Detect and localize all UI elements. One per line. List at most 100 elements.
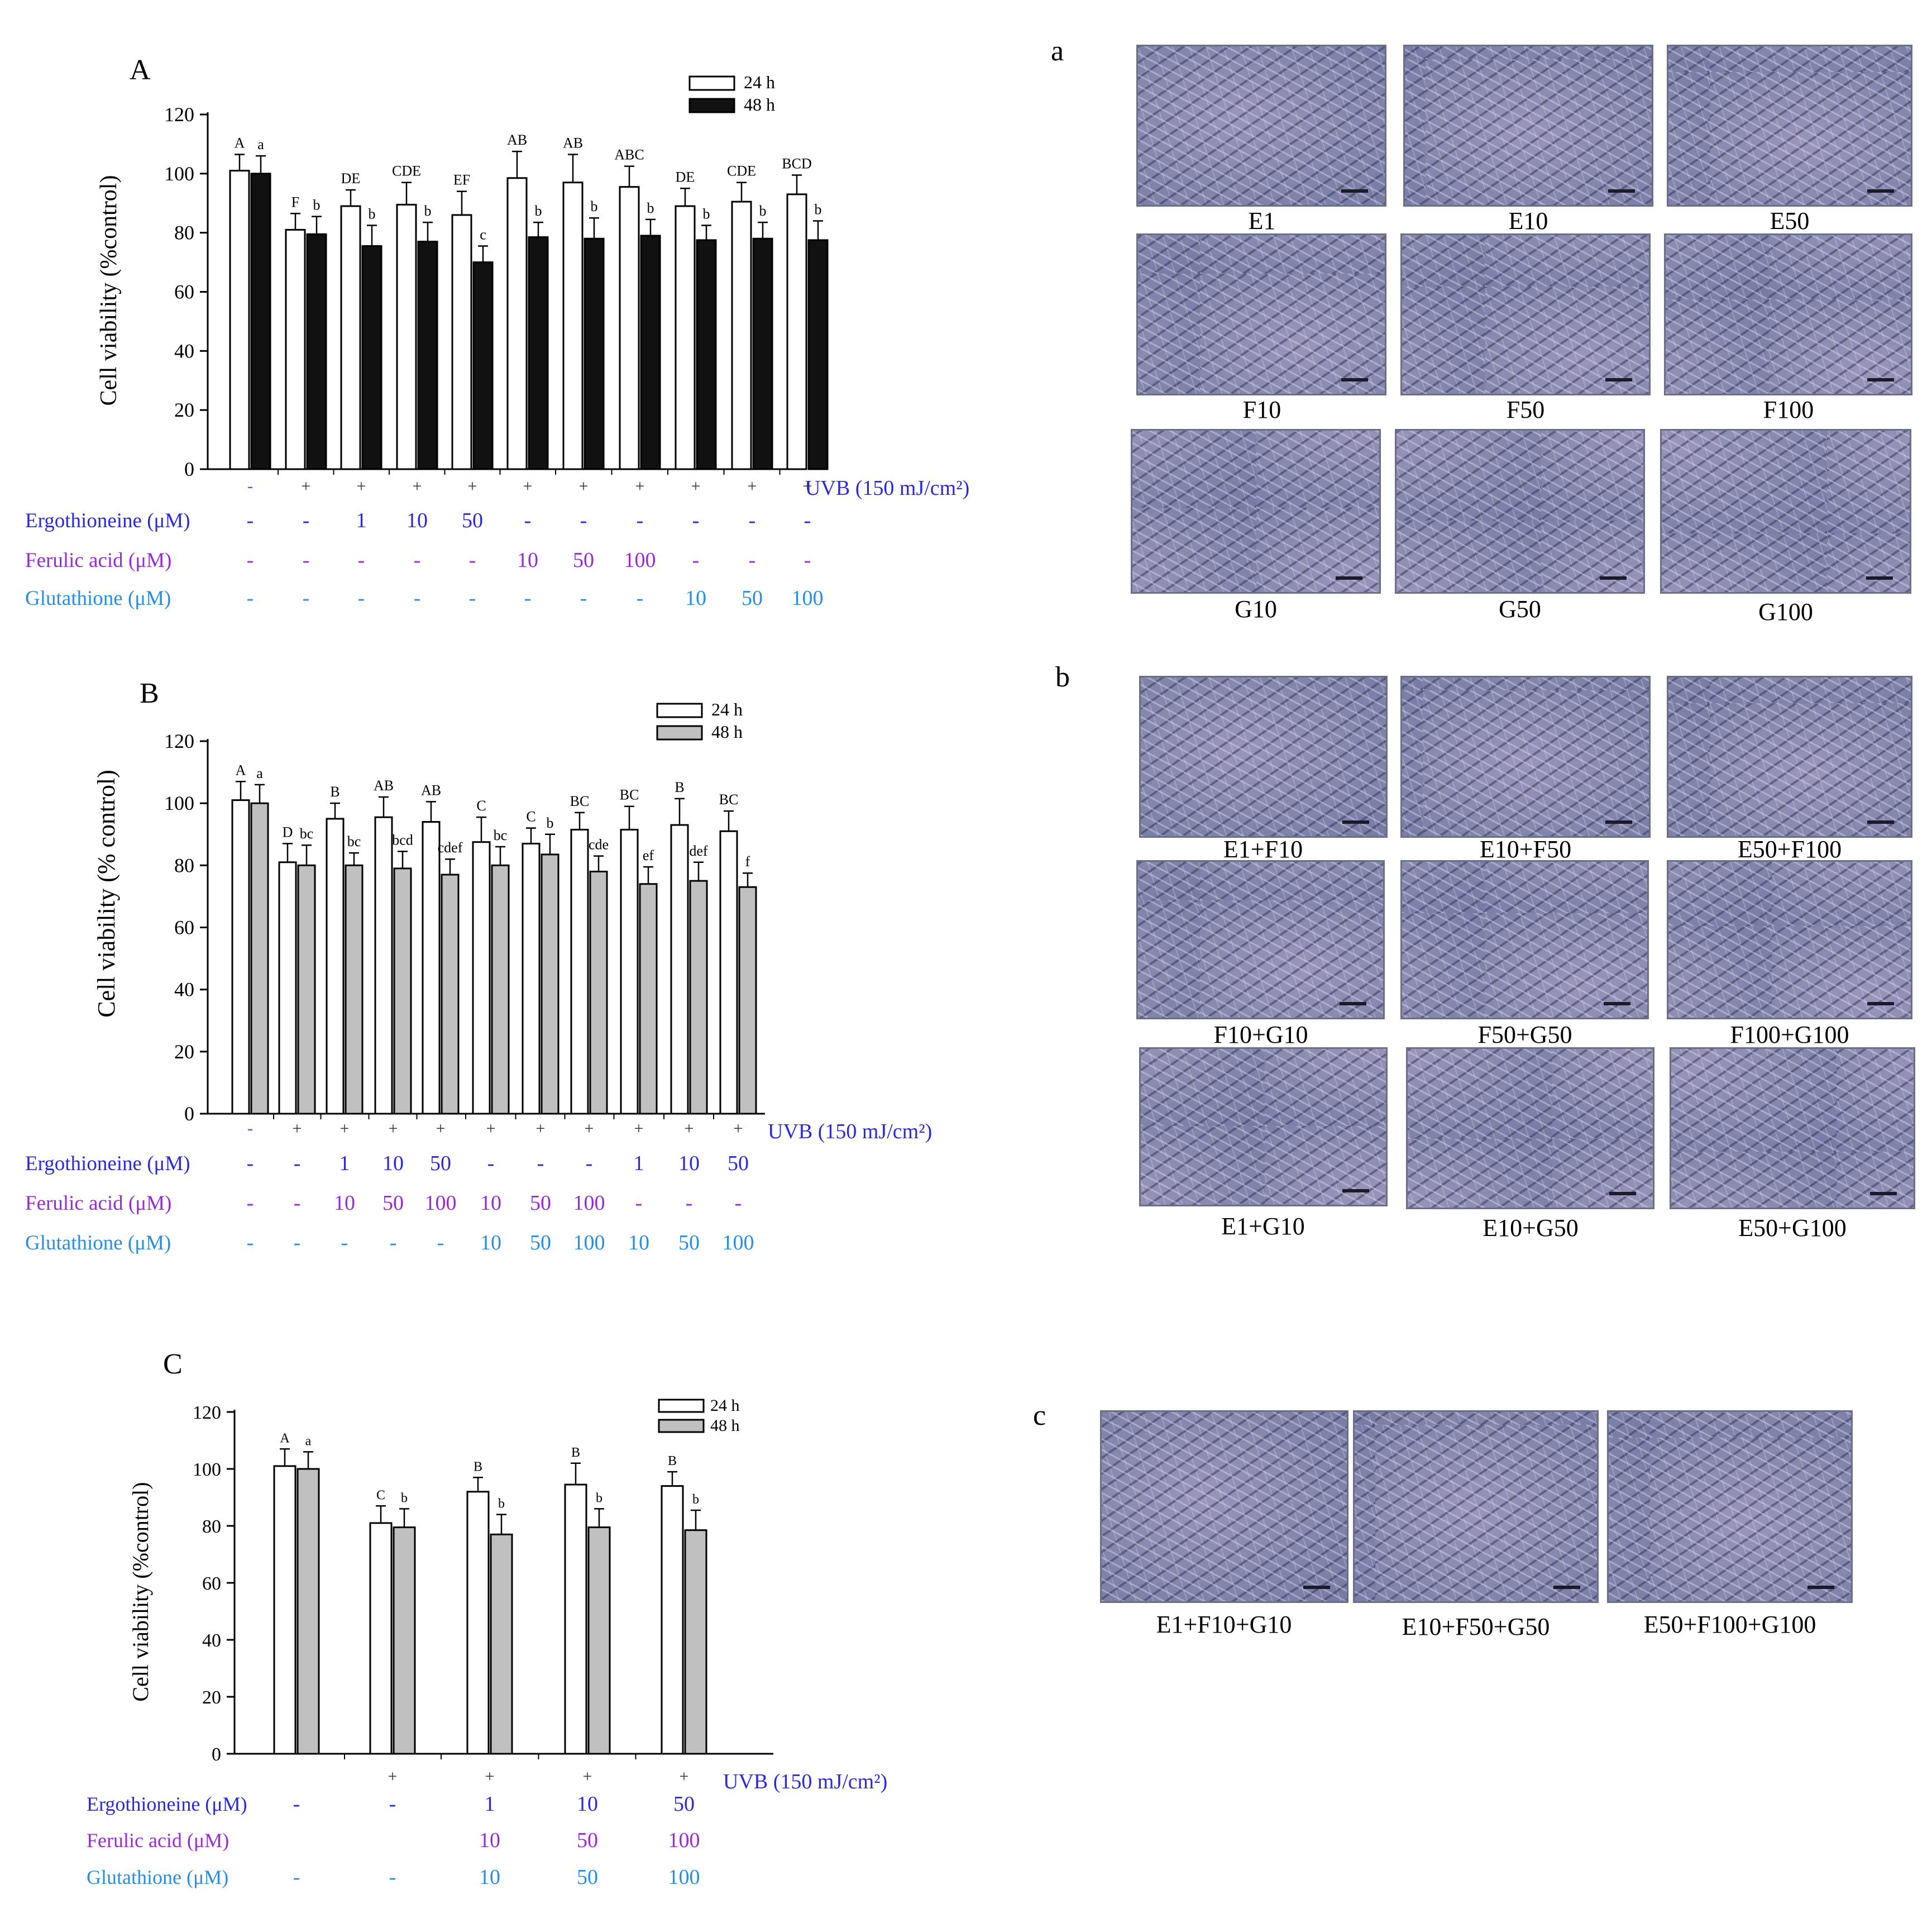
chart-c-treatment-rows: + + + + Ergothioneine (μM) - - 1 10 50 Ferulic aci…	[87, 1767, 700, 1889]
treatment-cell: -	[247, 586, 254, 610]
treatment-cell: 10	[480, 1191, 501, 1215]
micrograph-label: F50	[1506, 396, 1545, 423]
chart-a: A Cell viability (%control) 24 h 48 h 0 2…	[0, 0, 1061, 642]
bar-48h	[640, 235, 661, 470]
legend-swatch-48h	[688, 98, 735, 113]
treatment-cell: -	[303, 548, 310, 572]
treatment-cell: 100	[573, 1231, 605, 1254]
treatment-cell: -	[635, 1191, 643, 1215]
significance-letter: def	[689, 843, 708, 859]
treatment-cell: 50	[530, 1231, 551, 1254]
significance-letter: BC	[719, 791, 739, 808]
treatment-cell: 100	[624, 548, 656, 572]
chart-b-plot: 0 20 40 60 80 100 120 A D B AB AB C C BC BC B BC a bc bc bcd c…	[164, 730, 765, 1125]
significance-letter: b	[401, 1491, 408, 1505]
treatment-cell: -	[749, 548, 756, 572]
micrograph-image	[1607, 1410, 1853, 1603]
micrograph-image	[1131, 429, 1381, 594]
bar-48h	[345, 864, 364, 1115]
significance-letter: F	[291, 194, 299, 210]
treatment-cell: -	[537, 1152, 544, 1175]
bar-48h	[361, 245, 382, 470]
bar-48h	[589, 870, 608, 1115]
scale-bar	[1341, 189, 1368, 193]
micrograph-image	[1664, 233, 1912, 395]
significance-letter: AB	[563, 135, 583, 151]
treatment-cell: -	[469, 586, 476, 610]
micrograph-image	[1136, 45, 1386, 207]
y-tick-label: 20	[174, 399, 194, 421]
bar-48h	[752, 237, 773, 470]
y-tick-label: 100	[164, 163, 194, 185]
uvb-mark: +	[388, 1767, 398, 1786]
micrograph-image	[1100, 1410, 1348, 1603]
uvb-mark: +	[734, 1119, 743, 1138]
chart-a-legend: 24 h 48 h	[688, 72, 775, 114]
significance-letter: bcd	[392, 832, 413, 848]
y-tick-label: 120	[193, 1402, 221, 1423]
y-tick-label: 40	[174, 979, 194, 1001]
bar-24h	[451, 214, 472, 470]
significance-letter: bc	[300, 825, 314, 842]
scale-bar	[1605, 820, 1632, 824]
legend-label-48h: 48 h	[710, 1416, 740, 1435]
significance-letter: b	[703, 206, 710, 222]
uvb-mark: -	[247, 1119, 253, 1138]
significance-letter: A	[235, 135, 245, 151]
chart-a-ylabel: Cell viability (%control)	[96, 175, 122, 406]
chart-c-svg: C Cell viability (%control) 24 h 48 h 0 2…	[87, 1348, 887, 1889]
micrograph-label: F100+G100	[1730, 1021, 1849, 1048]
bar-24h	[564, 1483, 587, 1755]
micrograph-image	[1403, 45, 1653, 207]
uvb-mark: +	[340, 1119, 350, 1138]
treatment-cell: 10	[628, 1231, 649, 1254]
treatment-cell: -	[303, 586, 310, 610]
micrograph-image	[1667, 860, 1912, 1019]
significance-letter: f	[745, 853, 750, 870]
significance-letter: D	[283, 824, 293, 840]
scale-bar	[1553, 1586, 1580, 1589]
significance-letter: ABC	[614, 147, 644, 163]
significance-letter: a	[257, 136, 264, 152]
significance-letter: A	[280, 1431, 290, 1445]
treatment-cell: -	[749, 509, 756, 532]
significance-letter: b	[591, 198, 598, 214]
scale-bar	[1870, 1192, 1897, 1195]
treatment-cell: -	[247, 1231, 254, 1254]
legend-label-48h: 48 h	[744, 94, 775, 114]
uvb-mark: +	[389, 1119, 398, 1138]
treatment-cell: -	[293, 1792, 300, 1816]
significance-letter: b	[815, 202, 822, 218]
micrograph-label: F10	[1242, 396, 1281, 423]
legend-swatch-24h	[688, 75, 735, 91]
micrograph-label: E50+F100+G100	[1643, 1611, 1816, 1638]
chart-c: C Cell viability (%control) 24 h 48 h 0 2…	[0, 1329, 1061, 1920]
treatment-cell: -	[247, 1191, 254, 1215]
y-tick-label: 0	[184, 1103, 194, 1125]
treatment-cell: 50	[742, 586, 763, 610]
treatment-cell: 50	[573, 548, 594, 572]
micrograph-label: G100	[1758, 598, 1813, 626]
bar-24h	[522, 842, 541, 1115]
significance-letter: C	[476, 798, 486, 814]
micrograph-image	[1395, 429, 1645, 594]
chart-a-plot: 0 20 40 60 80 100 120 A F DE CDE EF AB AB ABC DE CDE BCD a…	[164, 103, 829, 480]
micrograph-label: E50+F100	[1737, 836, 1842, 863]
treatment-cell: 50	[530, 1191, 551, 1215]
y-tick-label: 20	[174, 1041, 194, 1063]
bar-24h	[675, 205, 696, 470]
legend-label-24h: 24 h	[711, 699, 743, 719]
treatment-cell: -	[580, 509, 587, 532]
bar-48h	[306, 233, 327, 470]
bar-24h	[719, 830, 738, 1115]
chart-c-uvb-label: UVB (150 mJ/cm²)	[723, 1770, 887, 1793]
significance-letter: bc	[494, 827, 508, 843]
bar-48h	[472, 261, 494, 470]
bar-24h	[562, 182, 584, 470]
significance-letter: DE	[676, 169, 695, 185]
uvb-mark: +	[302, 477, 311, 495]
bar-48h	[491, 864, 510, 1115]
y-tick-label: 120	[164, 730, 194, 752]
bar-24h	[374, 816, 393, 1115]
scale-bar	[1867, 1002, 1894, 1005]
